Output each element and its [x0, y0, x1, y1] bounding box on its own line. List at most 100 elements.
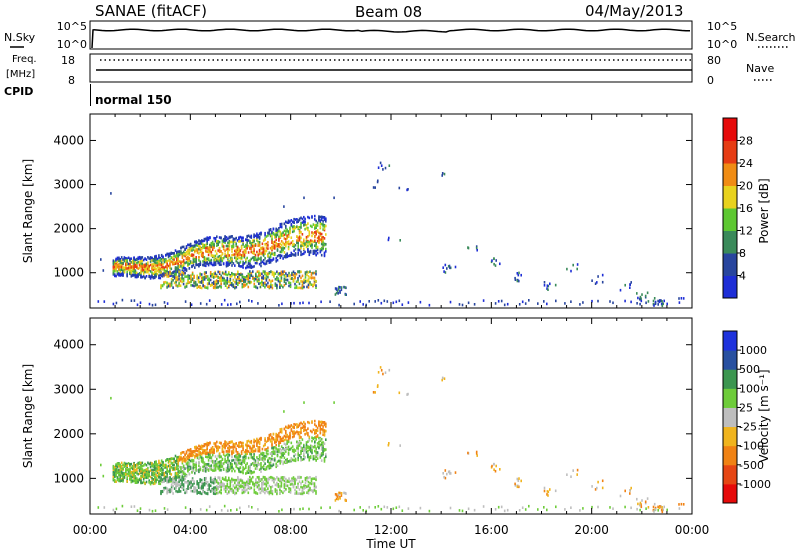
power-data-cell	[302, 301, 304, 305]
velocity-data-cell	[289, 459, 291, 463]
power-data-cell	[179, 273, 182, 276]
power-data-cell	[323, 225, 326, 228]
velocity-data-cell	[279, 460, 282, 464]
velocity-data-cell	[261, 488, 263, 492]
power-data-cell	[253, 247, 255, 251]
velocity-data-cell	[269, 452, 272, 455]
power-data-cell	[167, 271, 170, 274]
velocity-data-cell	[209, 449, 211, 452]
power-data-cell	[388, 236, 390, 240]
velocity-data-cell	[173, 482, 176, 486]
power-data-cell	[458, 303, 461, 306]
power-data-cell	[441, 172, 444, 175]
power-data-cell	[274, 277, 277, 281]
velocity-data-cell	[253, 450, 255, 453]
power-data-cell	[207, 236, 210, 240]
velocity-data-cell	[294, 492, 296, 495]
power-data-cell	[222, 245, 225, 248]
power-data-cell	[240, 236, 243, 239]
power-data-cell	[200, 254, 203, 258]
velocity-data-cell	[159, 464, 162, 468]
power-data-cell	[234, 237, 236, 241]
power-colorbar-tick-label: 16	[739, 202, 753, 215]
power-data-cell	[267, 272, 269, 275]
power-data-cell	[228, 254, 231, 257]
power-data-cell	[147, 269, 149, 272]
velocity-data-cell	[249, 475, 251, 479]
power-data-cell	[199, 302, 202, 305]
velocity-data-cell	[223, 478, 225, 481]
power-data-cell	[276, 249, 279, 252]
velocity-data-cell	[207, 453, 210, 456]
power-data-cell	[240, 245, 243, 248]
velocity-data-cell	[264, 437, 266, 440]
velocity-data-cell	[142, 464, 145, 467]
power-data-cell	[173, 258, 175, 261]
power-data-cell	[170, 256, 173, 259]
power-data-cell	[162, 267, 164, 271]
power-data-cell	[181, 245, 184, 249]
velocity-data-cell	[209, 478, 212, 481]
velocity-data-cell	[203, 478, 206, 481]
velocity-data-cell	[243, 483, 245, 487]
velocity-data-cell	[303, 428, 305, 432]
power-data-cell	[225, 261, 228, 264]
power-data-cell	[274, 272, 277, 275]
power-data-cell	[269, 255, 272, 259]
nave-tick-bottom: 0	[707, 74, 714, 87]
power-data-cell	[301, 252, 304, 256]
power-data-cell	[140, 275, 142, 279]
power-data-cell	[249, 276, 251, 280]
velocity-data-cell	[268, 461, 271, 465]
velocity-data-cell	[185, 456, 188, 459]
power-data-cell	[130, 270, 133, 273]
velocity-data-cell	[178, 490, 180, 493]
velocity-data-cell	[261, 451, 264, 455]
power-data-cell	[291, 277, 293, 280]
velocity-data-cell	[215, 485, 218, 488]
velocity-data-cell	[300, 452, 302, 455]
power-data-cell	[494, 302, 497, 305]
power-data-cell	[503, 303, 506, 307]
power-data-cell	[163, 273, 165, 277]
power-data-cell	[237, 283, 239, 286]
power-data-cell	[144, 265, 146, 268]
power-data-cell	[214, 258, 217, 262]
velocity-data-cell	[196, 446, 199, 450]
power-data-cell	[176, 284, 179, 288]
velocity-data-cell	[279, 435, 282, 439]
power-data-cell	[145, 266, 148, 270]
power-data-cell	[228, 263, 231, 266]
velocity-data-cell	[180, 470, 182, 474]
velocity-data-cell	[255, 491, 257, 494]
power-data-cell	[144, 268, 146, 271]
power-data-cell	[282, 285, 284, 289]
power-data-cell	[283, 237, 286, 240]
power-data-cell	[170, 277, 173, 281]
power-data-cell	[202, 254, 204, 257]
power-data-cell	[133, 264, 135, 268]
power-data-cell	[401, 303, 404, 306]
power-data-cell	[359, 300, 361, 303]
power-data-cell	[295, 280, 298, 283]
power-data-cell	[294, 247, 297, 251]
power-data-cell	[159, 276, 162, 280]
velocity-data-cell	[279, 479, 281, 483]
velocity-data-cell	[155, 467, 157, 470]
power-data-cell	[213, 246, 215, 249]
power-data-cell	[207, 250, 210, 254]
velocity-data-cell	[258, 488, 260, 491]
velocity-data-cell	[209, 484, 212, 487]
velocity-data-cell	[190, 484, 192, 488]
velocity-data-cell	[262, 490, 265, 493]
velocity-data-cell	[314, 431, 316, 434]
power-data-cell	[273, 271, 275, 275]
velocity-data-cell	[160, 491, 162, 495]
velocity-data-cell	[195, 447, 197, 451]
power-data-cell	[312, 283, 314, 287]
velocity-data-cell	[256, 492, 259, 495]
power-data-cell	[282, 241, 284, 245]
velocity-data-cell	[292, 476, 295, 479]
power-data-cell	[280, 240, 283, 243]
velocity-data-cell	[118, 477, 120, 481]
